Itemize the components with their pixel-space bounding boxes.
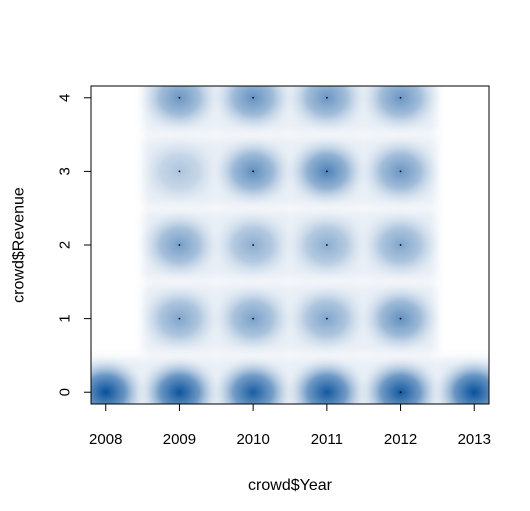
x-tick-label: 2012 — [384, 431, 417, 448]
density-blob — [91, 354, 150, 404]
density-blob — [135, 86, 224, 136]
density-blob — [430, 354, 489, 404]
density-blob — [282, 354, 371, 404]
y-axis-title: crowd$Revenue — [11, 187, 28, 303]
data-point — [399, 391, 402, 394]
density-blob — [135, 354, 224, 404]
y-tick-label: 4 — [57, 94, 74, 102]
density-layer — [91, 86, 489, 404]
density-blob — [282, 86, 371, 136]
data-point — [399, 244, 402, 246]
y-tick-label: 3 — [57, 167, 74, 175]
data-point — [325, 317, 328, 320]
data-point — [399, 317, 402, 320]
x-axis: 2008 2009 2010 2011 2012 2013 — [89, 403, 491, 448]
y-axis: 0 1 2 3 4 — [57, 94, 92, 396]
data-point — [252, 317, 255, 320]
data-point — [325, 96, 328, 99]
y-tick-label: 0 — [57, 388, 74, 396]
data-point — [178, 317, 181, 320]
x-tick-label: 2010 — [236, 431, 269, 448]
x-axis-title: crowd$Year — [248, 477, 333, 494]
data-point — [252, 96, 255, 99]
density-blob — [356, 86, 445, 136]
x-tick-label: 2013 — [458, 431, 491, 448]
density-blob — [356, 354, 445, 404]
data-point — [325, 170, 328, 173]
x-tick-label: 2008 — [89, 431, 122, 448]
data-point — [252, 244, 255, 246]
y-tick-label: 1 — [57, 314, 74, 322]
data-point — [399, 96, 402, 99]
y-tick-label: 2 — [57, 241, 74, 249]
data-point — [252, 170, 255, 173]
points-layer — [178, 96, 402, 394]
data-point — [325, 244, 328, 246]
density-blob — [209, 354, 298, 404]
data-point — [178, 96, 181, 99]
data-point — [399, 170, 402, 173]
data-point — [178, 244, 181, 246]
x-tick-label: 2009 — [163, 431, 196, 448]
density-blob — [209, 86, 298, 136]
data-point — [178, 170, 181, 173]
x-tick-label: 2011 — [311, 431, 343, 448]
